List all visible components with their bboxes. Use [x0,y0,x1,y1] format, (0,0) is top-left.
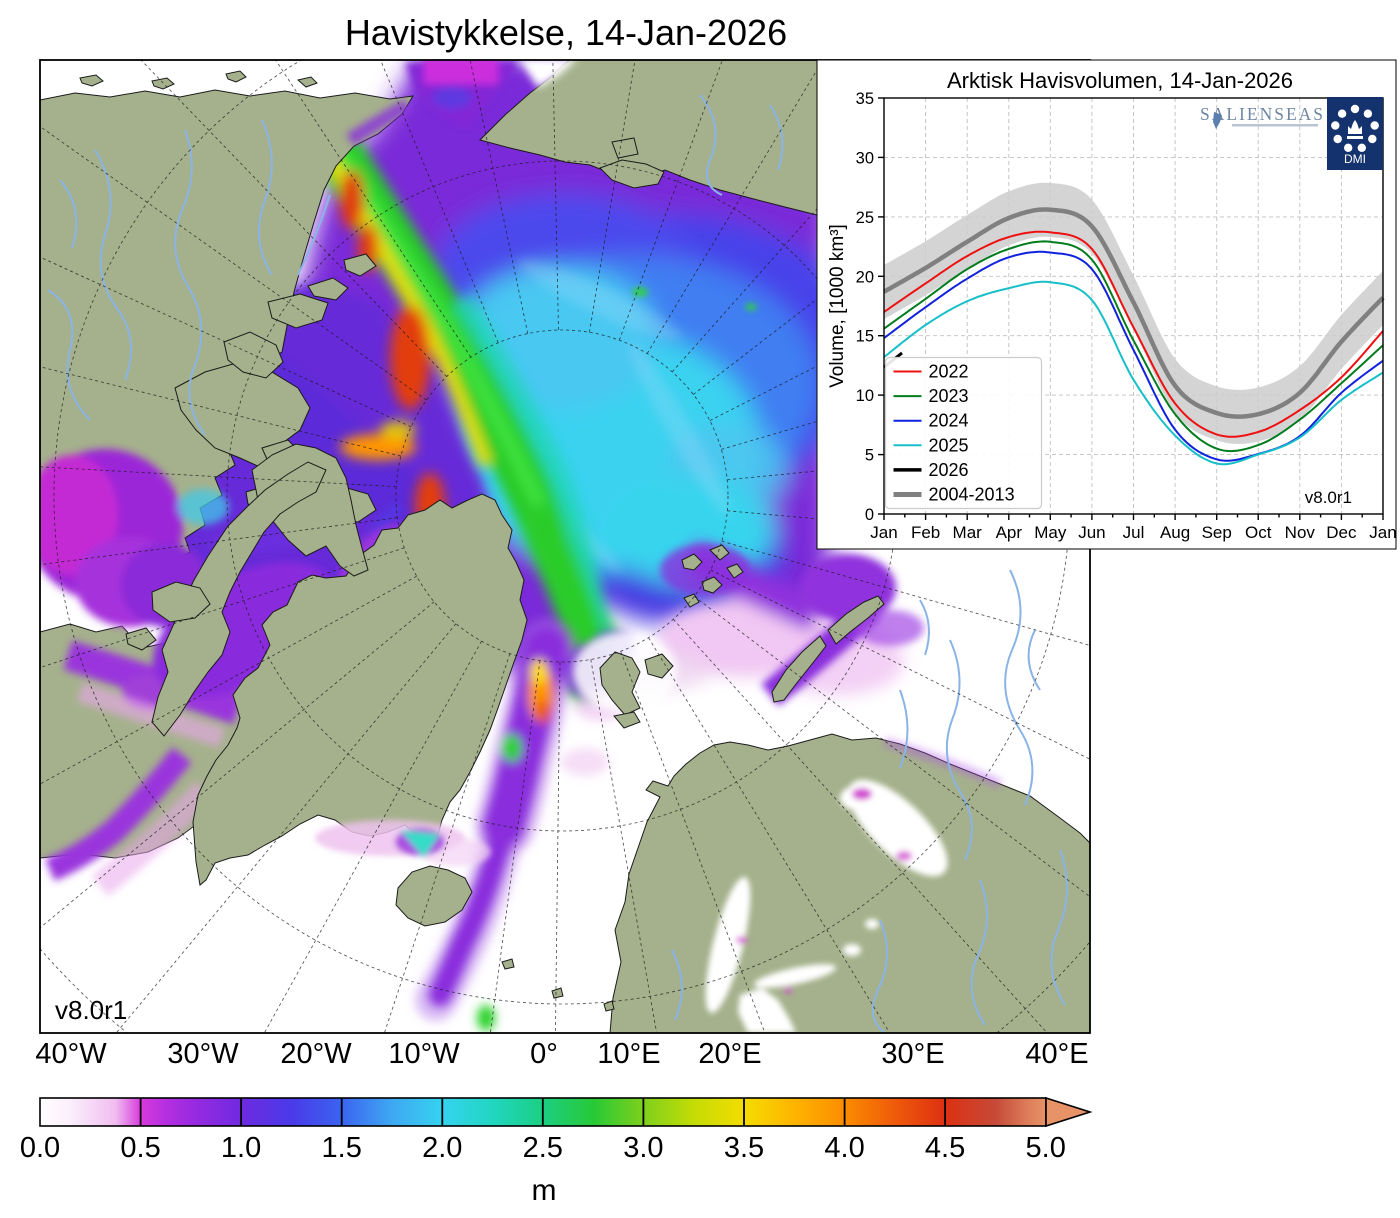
svg-text:0.5: 0.5 [120,1132,160,1164]
svg-text:2.0: 2.0 [422,1132,462,1164]
svg-text:20°E: 20°E [698,1038,761,1070]
svg-text:Apr: Apr [996,523,1023,542]
svg-text:35: 35 [856,90,874,108]
svg-text:v8.0r1: v8.0r1 [1305,488,1352,507]
svg-text:5.0: 5.0 [1026,1132,1066,1164]
svg-text:Jan: Jan [1369,523,1396,542]
svg-text:20: 20 [856,268,874,286]
svg-text:2024: 2024 [929,411,969,431]
svg-text:30°W: 30°W [167,1038,239,1070]
svg-text:Mar: Mar [953,523,983,542]
svg-text:40°E: 40°E [1025,1038,1088,1070]
svg-text:0.0: 0.0 [20,1132,60,1164]
svg-text:2.5: 2.5 [523,1132,563,1164]
svg-text:20°W: 20°W [280,1038,352,1070]
svg-text:0: 0 [865,506,874,524]
svg-text:m: m [532,1174,557,1207]
svg-text:40°W: 40°W [35,1038,107,1070]
svg-text:Jan: Jan [870,523,897,542]
svg-text:2022: 2022 [929,362,969,382]
svg-text:2004-2013: 2004-2013 [929,485,1015,505]
svg-text:Dec: Dec [1326,523,1357,542]
svg-text:15: 15 [856,328,874,346]
svg-text:Nov: Nov [1285,523,1316,542]
svg-text:Jul: Jul [1123,523,1145,542]
svg-text:3.5: 3.5 [724,1132,764,1164]
svg-text:Arktisk Havisvolumen, 14-Jan-2: Arktisk Havisvolumen, 14-Jan-2026 [947,68,1293,93]
svg-text:Feb: Feb [911,523,940,542]
svg-text:Oct: Oct [1245,523,1272,542]
svg-text:May: May [1034,523,1067,542]
svg-text:Havistykkelse, 14-Jan-2026: Havistykkelse, 14-Jan-2026 [345,12,787,53]
svg-text:v8.0r1: v8.0r1 [55,995,127,1025]
svg-text:1.5: 1.5 [322,1132,362,1164]
svg-text:30: 30 [856,149,874,167]
svg-text:0°: 0° [530,1038,558,1070]
svg-text:DMI: DMI [1344,152,1366,166]
svg-text:Volume, [1000 km³]: Volume, [1000 km³] [827,224,848,388]
svg-text:2025: 2025 [929,435,969,455]
svg-text:Aug: Aug [1160,523,1190,542]
svg-text:4.5: 4.5 [925,1132,965,1164]
svg-text:Jun: Jun [1078,523,1105,542]
svg-text:1.0: 1.0 [221,1132,261,1164]
svg-text:4.0: 4.0 [824,1132,864,1164]
svg-text:25: 25 [856,209,874,227]
svg-text:Sep: Sep [1202,523,1232,542]
svg-text:10°E: 10°E [597,1038,660,1070]
svg-text:10: 10 [856,387,874,405]
svg-text:10°W: 10°W [388,1038,460,1070]
svg-text:SALIENSEAS: SALIENSEAS [1200,104,1325,124]
svg-text:5: 5 [865,447,874,465]
svg-text:2026: 2026 [929,460,969,480]
svg-text:30°E: 30°E [881,1038,944,1070]
svg-text:3.0: 3.0 [623,1132,663,1164]
svg-text:2023: 2023 [929,386,969,406]
